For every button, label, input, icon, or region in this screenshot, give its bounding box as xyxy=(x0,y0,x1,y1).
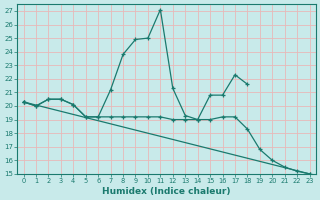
X-axis label: Humidex (Indice chaleur): Humidex (Indice chaleur) xyxy=(102,187,231,196)
